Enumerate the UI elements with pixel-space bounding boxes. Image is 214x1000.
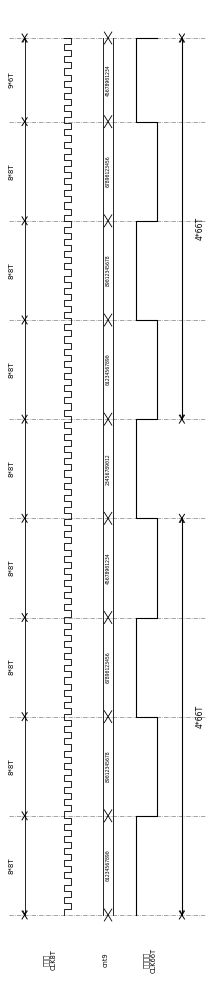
- Text: 4*66T: 4*66T: [196, 705, 205, 728]
- Text: cnt9: cnt9: [103, 953, 109, 967]
- Text: 45678901234: 45678901234: [106, 64, 111, 96]
- Text: 01234567890: 01234567890: [106, 850, 111, 881]
- Text: 8*8T: 8*8T: [9, 262, 15, 279]
- Text: 8*8T: 8*8T: [9, 163, 15, 180]
- Text: 23456789012: 23456789012: [106, 453, 111, 485]
- Text: 8*8T: 8*8T: [9, 560, 15, 576]
- Text: 67890123456: 67890123456: [106, 651, 111, 683]
- Text: 8*8T: 8*8T: [9, 460, 15, 477]
- Text: 01234567890: 01234567890: [106, 354, 111, 385]
- Text: 8*8T: 8*8T: [9, 361, 15, 378]
- Text: 45678901234: 45678901234: [106, 552, 111, 584]
- Text: 89012345678: 89012345678: [106, 255, 111, 286]
- Text: 89012345678: 89012345678: [106, 750, 111, 782]
- Text: 8*8T: 8*8T: [9, 659, 15, 675]
- Text: 4*66T: 4*66T: [196, 217, 205, 240]
- Text: 67890123456: 67890123456: [106, 155, 111, 187]
- Text: 时钟源
CLK8T: 时钟源 CLK8T: [43, 950, 57, 970]
- Text: 输入时钟
CLK66T: 输入时钟 CLK66T: [143, 947, 157, 973]
- Text: 8*8T: 8*8T: [9, 857, 15, 874]
- Text: 8*8T: 8*8T: [9, 758, 15, 775]
- Text: 9*6T: 9*6T: [9, 72, 15, 88]
